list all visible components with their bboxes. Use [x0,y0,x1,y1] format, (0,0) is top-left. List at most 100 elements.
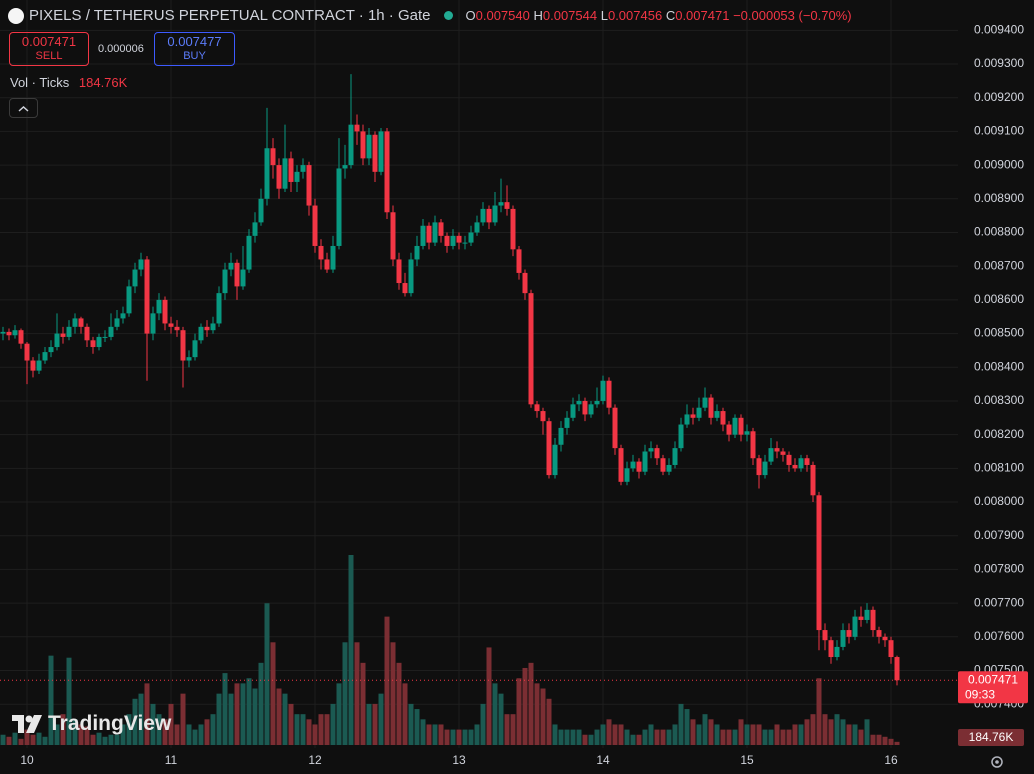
volume-bar [150,703,156,745]
countdown: 09:33 [965,687,995,701]
volume-bar [378,693,384,745]
ohlc-label: L [600,8,608,23]
candle-body [294,171,300,182]
volume-bar [690,719,696,745]
volume-bar [384,616,390,745]
volume-bar [396,662,402,745]
candle-body [18,330,24,344]
volume-bar [732,729,738,745]
candle-body [282,158,288,189]
volume-bar [342,642,348,745]
candle-body [708,397,714,418]
candle-body [420,225,426,246]
settings-icon[interactable] [987,752,1007,772]
candle-body [174,326,180,331]
candle-body [108,326,114,337]
x-tick-label: 15 [740,753,754,767]
volume-bar [810,714,816,745]
candle-body [180,330,186,361]
volume-bar [714,724,720,745]
candle-body [816,495,822,631]
candle-body [444,235,450,246]
y-tick-label: 0.009400 [974,22,1024,36]
y-tick-label: 0.007900 [974,528,1024,542]
candle-body [114,318,120,327]
candle-body [390,212,396,260]
sell-button[interactable]: 0.007471 SELL [9,32,89,66]
x-tick-label: 16 [884,753,898,767]
y-tick-label: 0.007800 [974,562,1024,576]
candle-body [102,336,108,338]
candle-body [156,299,162,314]
candle-body [564,417,570,428]
volume-legend-title: Vol · Ticks [10,75,70,90]
candle-body [678,424,684,449]
volume-bar [516,678,522,745]
candle-body [528,293,534,405]
ohlc-label: H [533,8,543,23]
y-tick-label: 0.008500 [974,326,1024,340]
volume-bar [696,724,702,745]
candle-body [630,461,636,469]
volume-bar [30,734,36,745]
ohlc: O0.007540 H0.007544 L0.007456 C0.007471 … [466,8,852,23]
candle-body [720,411,726,425]
ohlc-value: 0.007544 [542,8,598,23]
candle-body [258,198,264,223]
volume-bar [330,703,336,745]
volume-bar [18,738,24,745]
volume-bar [768,729,774,745]
volume-bar [618,724,624,745]
volume-bar [582,734,588,745]
candle-body [252,222,258,236]
volume-bar [798,724,804,745]
candle-body [6,331,12,336]
candle-body [798,458,804,469]
candle-body [264,148,270,199]
volume-bar [390,642,396,745]
candle-body [846,630,852,637]
candle-body [780,451,786,455]
candle-body [0,331,6,334]
candle-body [150,313,156,334]
legend-bar: PIXELS / TETHERUS PERPETUAL CONTRACT · 1… [8,7,852,24]
volume-bar [306,719,312,745]
candle-body [480,208,486,223]
candle-body [504,202,510,209]
candle-body [72,318,78,327]
y-tick-label: 0.008100 [974,461,1024,475]
volume-bar [372,703,378,745]
grid [0,0,958,748]
volume-bar [444,729,450,745]
volume-bar [192,729,198,745]
volume-bar [66,657,72,745]
candle-body [858,616,864,620]
chevron [18,105,29,112]
collapse-button[interactable] [9,98,38,118]
candle-body [120,313,126,319]
volume-bar [216,693,222,745]
volume-bar [0,734,6,745]
volume-bar [564,729,570,745]
candle-body [744,431,750,435]
volume-bar [894,741,900,745]
candle-body [486,208,492,223]
candle-body [186,357,192,361]
sell-price: 0.007471 [21,34,77,49]
candle-body [636,461,642,472]
symbol-title[interactable]: PIXELS / TETHERUS PERPETUAL CONTRACT · 1… [29,7,431,24]
x-tick-label: 12 [308,753,322,767]
volume-bar [132,698,138,745]
volume-bar [654,729,660,745]
volume-bar [108,734,114,745]
candle-body [204,326,210,331]
candle-body [336,168,342,246]
candle-body [288,158,294,182]
buy-button[interactable]: 0.007477 BUY [154,32,235,66]
volume-bar [414,709,420,745]
candle-body [330,245,336,270]
candle-body [468,232,474,243]
volume-bar [102,736,108,745]
candle-body [162,299,168,324]
